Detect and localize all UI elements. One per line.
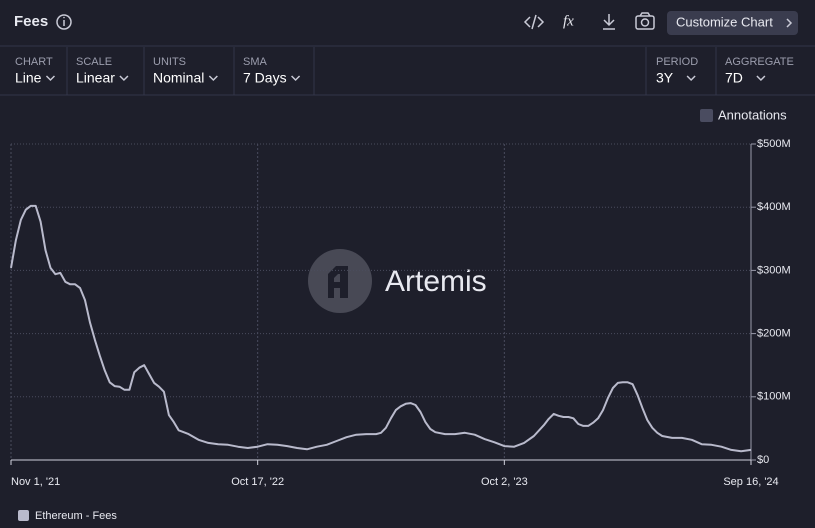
watermark-text: Artemis xyxy=(385,265,487,298)
customize-button[interactable] xyxy=(667,11,798,35)
control-value[interactable]: Nominal xyxy=(153,70,204,86)
control-label: UNITS xyxy=(153,56,186,68)
embed-icon[interactable] xyxy=(523,14,545,30)
chevron xyxy=(686,75,696,82)
control-label: CHART xyxy=(15,56,53,68)
x-tick-label: Nov 1, '21 xyxy=(11,476,60,488)
y-tick-label: $300M xyxy=(757,264,791,276)
control-value[interactable]: 7 Days xyxy=(243,70,287,86)
annotations-label[interactable]: Annotations xyxy=(718,107,787,122)
x-tick-label: Oct 2, '23 xyxy=(481,476,528,488)
y-tick-label: $100M xyxy=(757,391,791,403)
x-tick-label: Oct 17, '22 xyxy=(231,476,284,488)
title: Fees xyxy=(14,13,48,30)
y-tick-label: $400M xyxy=(757,201,791,213)
control-label: AGGREGATE xyxy=(725,56,794,68)
y-tick-label: $500M xyxy=(757,138,791,150)
control-value[interactable]: Linear xyxy=(76,70,115,86)
x-tick-label: Sep 16, '24 xyxy=(723,476,778,488)
info-icon[interactable] xyxy=(56,14,72,30)
chevron xyxy=(291,75,301,82)
screenshot-icon[interactable] xyxy=(635,12,655,30)
annotations-checkbox[interactable] xyxy=(700,109,713,122)
control-value[interactable]: 7D xyxy=(725,70,743,86)
customize-button-label[interactable]: Customize Chart xyxy=(676,14,773,29)
legend-label[interactable]: Ethereum - Fees xyxy=(35,510,117,522)
chevron xyxy=(756,75,766,82)
watermark xyxy=(308,249,372,313)
download-icon[interactable] xyxy=(603,14,615,30)
control-value[interactable]: 3Y xyxy=(656,70,674,86)
control-value[interactable]: Line xyxy=(15,70,42,86)
y-tick-label: $0 xyxy=(757,454,769,466)
chevron xyxy=(119,75,129,82)
control-label: PERIOD xyxy=(656,56,698,68)
line-series xyxy=(10,204,752,453)
chevron xyxy=(208,75,218,82)
chevron xyxy=(786,18,793,28)
chevron xyxy=(45,75,55,82)
formula-icon[interactable]: fx xyxy=(563,13,574,29)
legend-swatch[interactable] xyxy=(18,510,29,521)
control-label: SMA xyxy=(243,56,268,68)
y-tick-label: $200M xyxy=(757,328,791,340)
control-label: SCALE xyxy=(76,56,112,68)
